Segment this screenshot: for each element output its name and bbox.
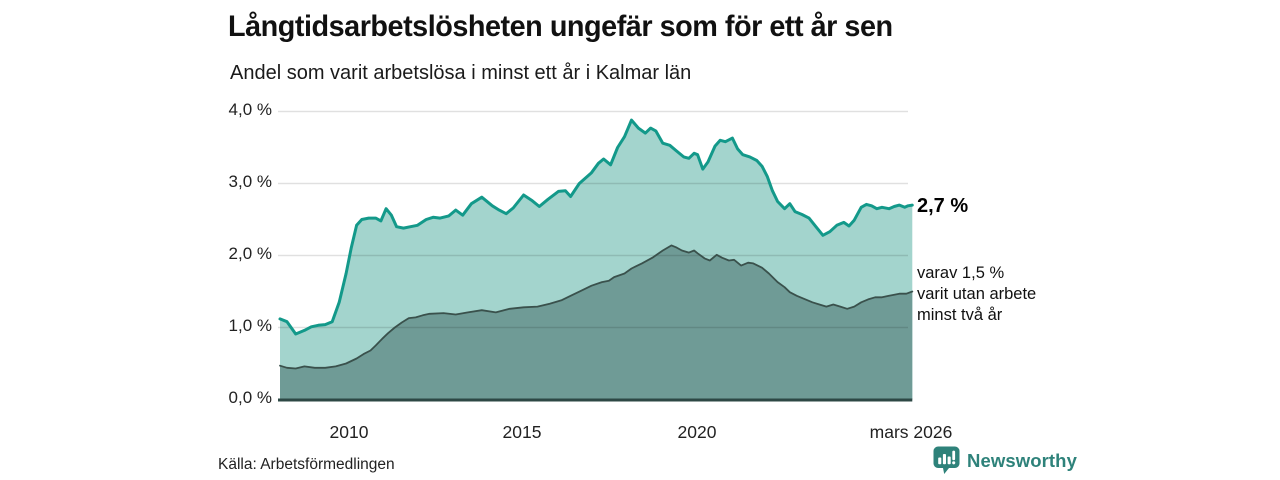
newsworthy-wordmark: Newsworthy bbox=[967, 449, 1077, 471]
x-tick-2010: 2010 bbox=[329, 422, 369, 442]
y-tick-2: 2,0 % bbox=[228, 244, 272, 263]
series-two-year-area bbox=[280, 245, 913, 400]
annotation-line-2: varit utan arbete bbox=[917, 285, 1037, 303]
y-tick-4: 4,0 % bbox=[228, 100, 272, 119]
series-one-year-line bbox=[278, 118, 914, 336]
chart-subtitle: Andel som varit arbetslösa i minst ett å… bbox=[230, 62, 692, 84]
series-two-year-line bbox=[279, 244, 914, 370]
newsworthy-icon bbox=[933, 446, 960, 474]
newsworthy-logo[interactable]: Newsworthy bbox=[933, 446, 1077, 475]
y-tick-1: 1,0 % bbox=[228, 316, 272, 335]
end-value-label: 2,7 % bbox=[917, 195, 969, 217]
annotation-line-1: varav 1,5 % bbox=[917, 264, 1005, 282]
y-tick-0: 0,0 % bbox=[228, 388, 272, 407]
source-credit: Källa: Arbetsförmedlingen bbox=[218, 456, 395, 473]
secondary-annotation: varav 1,5 % varit utan arbete minst två … bbox=[917, 263, 1036, 326]
x-tick-mars-2026: mars 2026 bbox=[869, 422, 953, 442]
annotation-line-3: minst två år bbox=[917, 306, 1003, 324]
x-tick-2015: 2015 bbox=[502, 422, 542, 442]
page-title: Långtidsarbetslösheten ungefär som för e… bbox=[228, 10, 893, 43]
x-tick-2020: 2020 bbox=[677, 422, 717, 442]
y-tick-3: 3,0 % bbox=[228, 172, 272, 191]
